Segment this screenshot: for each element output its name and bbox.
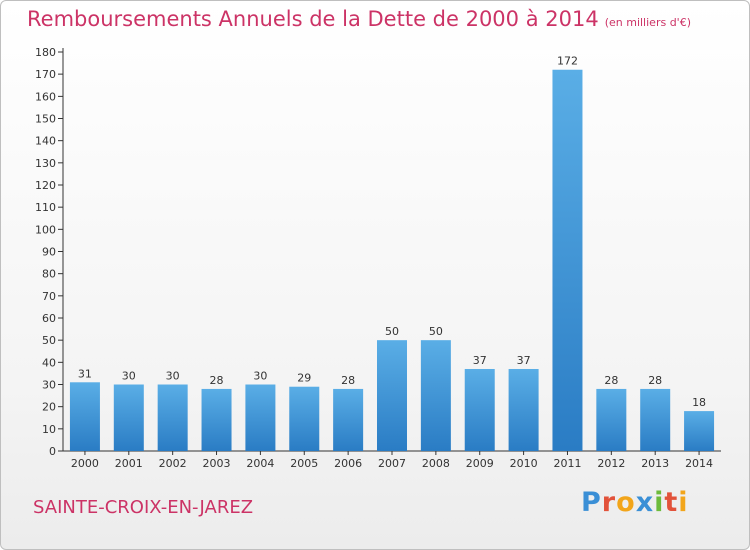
chart-title-main: Remboursements Annuels de la Dette de 20… — [27, 7, 599, 31]
bar-2009 — [464, 368, 495, 451]
bar-value-label: 37 — [517, 354, 531, 367]
y-tick-label: 170 — [35, 68, 56, 81]
y-tick-label: 30 — [42, 379, 56, 392]
bar-value-label: 29 — [297, 372, 311, 385]
x-tick-label: 2001 — [115, 457, 143, 470]
bar-2003 — [201, 388, 232, 451]
y-tick-label: 160 — [35, 90, 56, 103]
bar-value-label: 172 — [557, 55, 578, 68]
y-tick-label: 40 — [42, 356, 56, 369]
bar-value-label: 30 — [122, 370, 136, 383]
logo-letter: o — [616, 487, 636, 518]
x-tick-label: 2004 — [246, 457, 274, 470]
y-tick-label: 180 — [35, 46, 56, 59]
bar-value-label: 50 — [429, 325, 443, 338]
bar-2012 — [596, 388, 627, 451]
logo-letter: x — [635, 487, 655, 518]
bar-2006 — [333, 388, 364, 451]
bar-2001 — [113, 384, 144, 451]
x-tick-label: 2003 — [203, 457, 231, 470]
x-tick-label: 2008 — [422, 457, 450, 470]
y-tick-label: 10 — [42, 423, 56, 436]
bar-value-label: 37 — [473, 354, 487, 367]
bar-value-label: 31 — [78, 367, 92, 380]
logo-letter: P — [581, 487, 602, 518]
y-tick-label: 70 — [42, 290, 56, 303]
bar-2007 — [377, 340, 407, 451]
bar-value-label: 28 — [604, 374, 618, 387]
bar-value-label: 18 — [692, 396, 706, 409]
bar-value-label: 30 — [253, 370, 267, 383]
y-tick-label: 0 — [49, 445, 56, 458]
bar-2004 — [245, 384, 276, 451]
y-tick-label: 80 — [42, 268, 56, 281]
commune-name: SAINTE-CROIX-EN-JAREZ — [33, 497, 254, 518]
bar-value-label: 50 — [385, 325, 399, 338]
bar-2010 — [508, 368, 539, 451]
x-tick-label: 2009 — [466, 457, 494, 470]
y-tick-label: 150 — [35, 113, 56, 126]
x-tick-label: 2000 — [71, 457, 99, 470]
y-tick-label: 140 — [35, 135, 56, 148]
bar-2002 — [157, 384, 188, 451]
logo-letter: t — [664, 487, 679, 518]
bar-2014 — [684, 411, 715, 451]
bar-2008 — [420, 340, 451, 451]
x-tick-label: 2002 — [159, 457, 187, 470]
y-tick-label: 20 — [42, 401, 56, 414]
y-tick-label: 60 — [42, 312, 56, 325]
x-tick-label: 2005 — [290, 457, 318, 470]
chart-title: Remboursements Annuels de la Dette de 20… — [27, 7, 691, 31]
x-tick-label: 2006 — [334, 457, 362, 470]
bar-value-label: 28 — [210, 374, 224, 387]
bar-value-label: 28 — [341, 374, 355, 387]
y-tick-label: 130 — [35, 157, 56, 170]
logo-letter: i — [654, 487, 665, 518]
y-tick-label: 50 — [42, 334, 56, 347]
bar-2000 — [69, 382, 100, 451]
y-tick-label: 100 — [35, 223, 56, 236]
x-tick-label: 2013 — [641, 457, 669, 470]
x-tick-label: 2012 — [597, 457, 625, 470]
x-tick-label: 2011 — [553, 457, 581, 470]
bar-2011 — [552, 69, 583, 451]
x-tick-label: 2010 — [510, 457, 538, 470]
logo-letter: r — [601, 487, 617, 518]
x-tick-label: 2014 — [685, 457, 713, 470]
logo-letter: i — [678, 487, 689, 518]
bar-value-label: 30 — [166, 370, 180, 383]
y-tick-label: 90 — [42, 246, 56, 259]
bar-2013 — [640, 388, 671, 451]
y-tick-label: 110 — [35, 201, 56, 214]
proxiti-logo: Proxiti — [581, 487, 689, 518]
bar-2005 — [289, 386, 320, 451]
chart-title-unit: (en milliers d'€) — [604, 16, 691, 29]
y-tick-label: 120 — [35, 179, 56, 192]
bar-value-label: 28 — [648, 374, 662, 387]
x-tick-label: 2007 — [378, 457, 406, 470]
